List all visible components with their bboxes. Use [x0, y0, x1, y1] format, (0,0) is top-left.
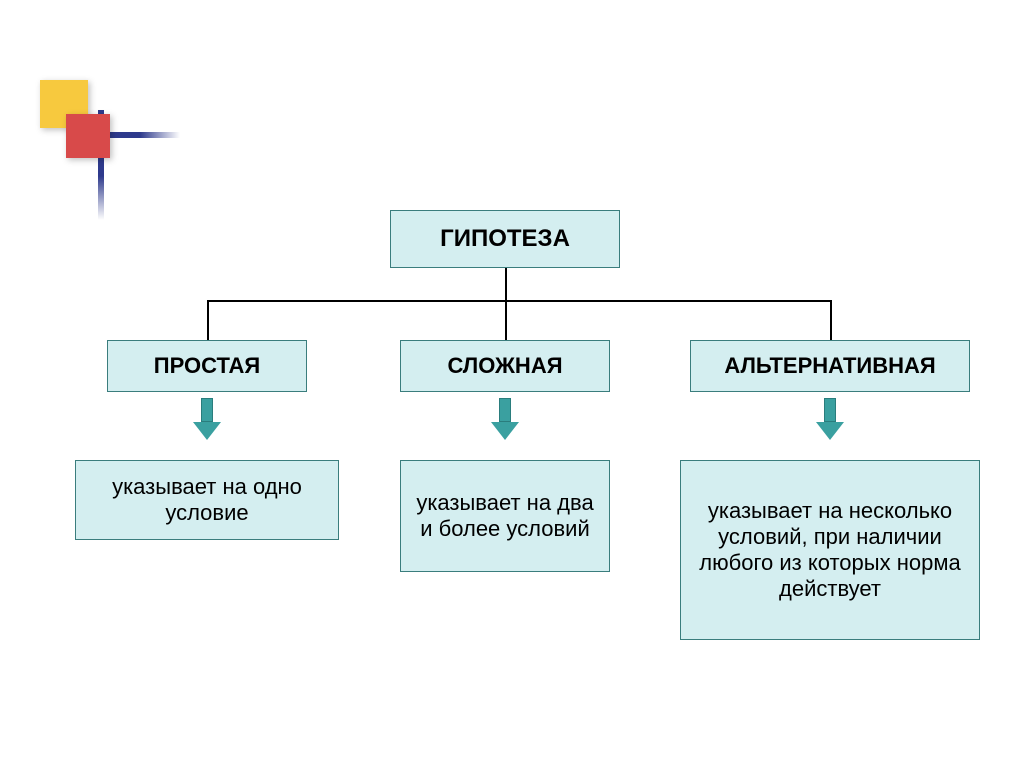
category-box-2: АЛЬТЕРНАТИВНАЯ	[690, 340, 970, 392]
connector-drop-0	[207, 300, 209, 340]
slide-decor	[40, 80, 180, 220]
desc-box-2: указывает на несколько условий, при нали…	[680, 460, 980, 640]
connector-root-down	[505, 268, 507, 300]
desc-box-1: указывает на два и более условий	[400, 460, 610, 572]
desc-box-0: указывает на одно условие	[75, 460, 339, 540]
connector-drop-1	[505, 300, 507, 340]
decor-red-square	[66, 114, 110, 158]
category-box-1: СЛОЖНАЯ	[400, 340, 610, 392]
category-box-0: ПРОСТАЯ	[107, 340, 307, 392]
connector-hbar	[207, 300, 830, 302]
connector-drop-2	[830, 300, 832, 340]
root-box: ГИПОТЕЗА	[390, 210, 620, 268]
